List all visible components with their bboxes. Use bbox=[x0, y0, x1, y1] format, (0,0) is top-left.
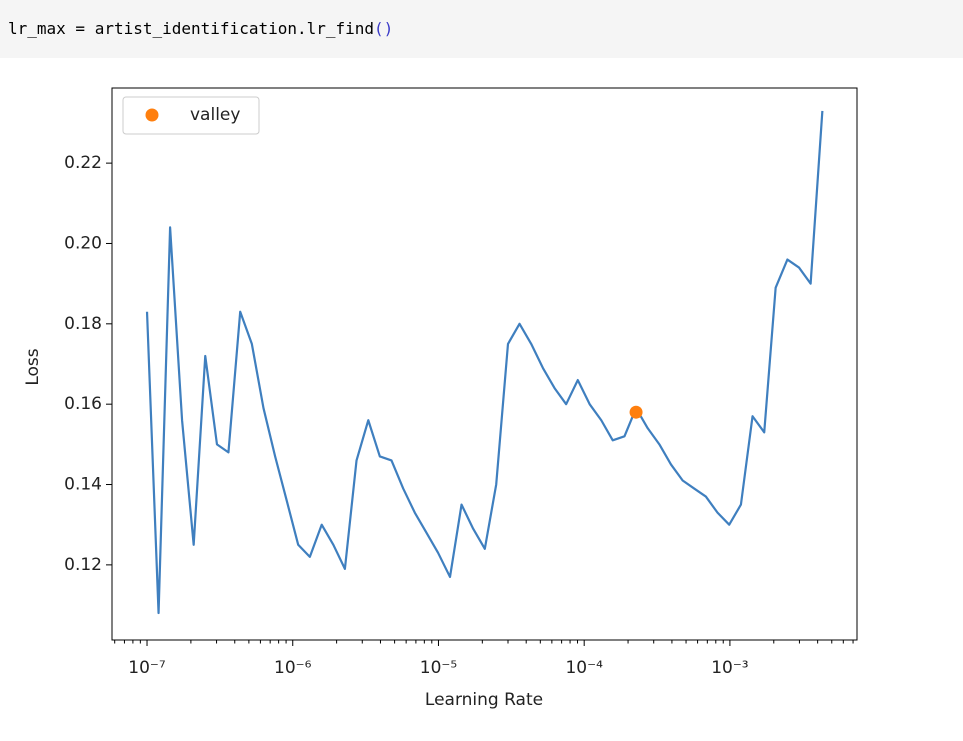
y-tick-label: 0.16 bbox=[64, 394, 102, 414]
y-tick-label: 0.12 bbox=[64, 555, 102, 575]
code-parens: () bbox=[374, 19, 394, 38]
code-line: lr_max = artist_identification.lr_find() bbox=[8, 19, 393, 38]
legend: valley bbox=[122, 96, 260, 135]
y-tick-label: 0.14 bbox=[64, 475, 102, 495]
legend-marker bbox=[145, 108, 159, 122]
code-text: lr_max = artist_identification.lr_find bbox=[8, 19, 375, 38]
y-tick-label: 0.18 bbox=[64, 314, 102, 334]
y-tick-label: 0.20 bbox=[64, 233, 102, 253]
y-tick-label: 0.22 bbox=[64, 153, 102, 173]
x-tick-label: 10⁻⁶ bbox=[274, 658, 312, 678]
x-tick-label: 10⁻³ bbox=[711, 658, 748, 678]
legend-label: valley bbox=[190, 105, 240, 125]
x-tick-label: 10⁻⁴ bbox=[565, 658, 603, 678]
loss-line bbox=[145, 110, 824, 615]
code-cell[interactable]: lr_max = artist_identification.lr_find() bbox=[0, 0, 963, 58]
valley-point bbox=[629, 405, 643, 419]
y-axis-label: Loss bbox=[23, 348, 43, 385]
legend-box bbox=[122, 96, 260, 135]
plot-frame bbox=[111, 87, 858, 641]
x-axis-label: Learning Rate bbox=[425, 690, 543, 710]
x-tick-label: 10⁻⁷ bbox=[128, 658, 166, 678]
x-tick-label: 10⁻⁵ bbox=[420, 658, 457, 678]
